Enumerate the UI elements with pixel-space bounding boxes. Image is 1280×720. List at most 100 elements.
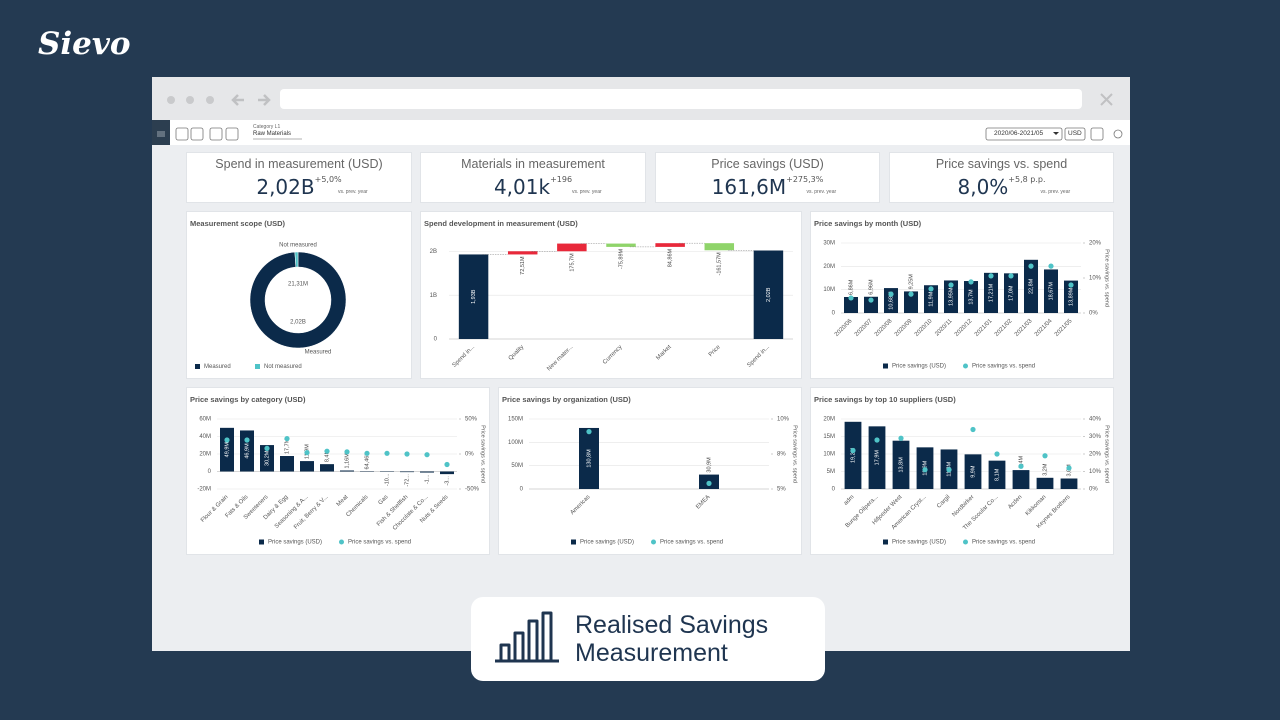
legend-label: Price savings vs. spend [348,540,411,546]
dot [444,461,450,468]
kpi-title: Price savings (USD) [711,157,824,171]
value-label: 13,8M [898,457,904,473]
value-label: 64,46k [364,453,370,470]
bar [1012,470,1030,489]
tick-label: 0 [208,469,212,475]
dot [970,426,976,433]
bar [964,281,978,313]
x-tick-label: 2020/09 [894,318,914,338]
tick-label: 1B [430,293,437,299]
tick-label: 50% [465,417,478,423]
value-label: 18,67M [1048,282,1054,301]
kpi-note: vs. prev. year [338,189,368,195]
value-label: 175,7M [569,253,575,272]
chart-panel: 0 1B 2B 1,93B 72,51M 175,7M -75,89M 84,86M -161,… [420,211,802,379]
slice-name: Measured [305,350,332,356]
bar [944,280,958,313]
x-tick-label: Chocolate & Co... [392,494,430,532]
tick-label: 30% [1089,434,1102,440]
tick-label: 0% [1089,487,1098,493]
bar [655,243,685,247]
chart-title: Price savings by organization (USD) [502,395,631,404]
legend-swatch [571,539,576,545]
x-tick-label: 2020/07 [854,318,874,338]
value-label: 11,9M [928,291,934,306]
dot [874,437,880,443]
tick-label: 0 [520,487,524,493]
slice-value: 21,31M [288,282,308,288]
y2-axis-title: Price savings vs. spend [1104,249,1110,307]
kpi-number: 8,0% [957,175,1009,199]
chart: 0 5M 10M 15M 20M 0% 10% 20% 30% 40% 19,2M 17,9M 13,8… [823,417,1109,546]
x-tick-label: EMEA [695,494,711,510]
value-label: 72,51M [520,256,526,275]
x-tick-label: New mater... [546,344,574,372]
chart: 0 10M 20M 30M 0% 10% 20% 6,86M 6,96M 10,68M 9,25M 1… [823,241,1110,370]
tick-label: 0% [1089,311,1098,317]
tick-label: 0 [832,311,836,317]
x-tick-label: Meat [336,494,350,508]
value-label: 84,86M [668,248,674,267]
value-label: 3,2M [1042,463,1048,476]
filter-value[interactable]: Raw Materials [253,131,292,137]
bar [260,445,274,472]
tick-label: 20% [1089,452,1102,458]
legend-label: Price savings vs. spend [972,540,1035,546]
bar [1060,478,1078,489]
kpi-value: 161,6M+275,3% [656,175,879,199]
bar [220,427,234,472]
bar [1024,259,1038,313]
chart-title: Price savings by month (USD) [814,219,922,228]
dot [868,297,874,303]
slice-value: 2,02B [290,320,306,326]
chart: Not measured 21,31M 2,02B Measured Measured N… [195,243,347,370]
value-label: 8,1M [994,468,1000,481]
value-label: 19,2M [850,447,856,463]
kpi-number: 4,01k [493,175,551,199]
x-tick-label: Market [655,344,672,361]
dot [898,435,904,441]
bar [1036,477,1054,489]
dot [1018,463,1024,469]
dot [922,467,928,473]
legend-label: Price savings (USD) [580,540,634,546]
legend-swatch [259,539,264,545]
bar [400,471,414,473]
bar [984,272,998,313]
kpi-note: vs. prev. year [1040,189,1071,195]
date-range[interactable]: 2020/06-2021/05 [994,130,1044,137]
value-label: 8,4M [324,450,330,463]
chart-title: Price savings by top 10 suppliers (USD) [814,395,956,404]
tick-label: 10M [823,287,835,293]
x-tick-label: 2020/08 [874,318,894,338]
kpi-note: vs. prev. year [572,189,602,195]
bar [924,285,938,313]
x-tick-label: adm [843,494,855,506]
x-tick-label: 2020/06 [834,318,854,338]
x-tick-label: 2021/03 [1014,318,1034,338]
bar [844,296,858,313]
value-label: 30,2M [264,450,270,466]
tick-label: -20M [197,487,211,493]
tick-label: 0% [465,452,474,458]
dot [908,291,914,297]
tick-label: 20M [199,452,211,458]
legend-swatch [963,539,968,545]
chart-panel: 0 50M 100M 150M 5% 8% 10% 130,8M 30,9M Americas EM… [498,387,802,555]
legend-label: Measured [204,364,231,370]
currency[interactable]: USD [1068,130,1082,137]
value-label: 30,9M [706,457,712,473]
bar [240,430,254,472]
tick-label: 20M [823,264,835,270]
bar [704,243,735,251]
tick-label: 0 [832,487,836,493]
donut-slice [249,251,347,349]
tick-label: 20% [1089,241,1102,247]
dot [1048,263,1054,269]
value-label: 1,16M [344,453,350,469]
dot [1042,453,1048,459]
kpi-card: Materials in measurement 4,01k+196 vs. pre… [420,152,646,203]
x-tick-label: 2021/02 [994,318,1014,338]
chart: 0 50M 100M 150M 5% 8% 10% 130,8M 30,9M Americas EM… [508,417,798,546]
